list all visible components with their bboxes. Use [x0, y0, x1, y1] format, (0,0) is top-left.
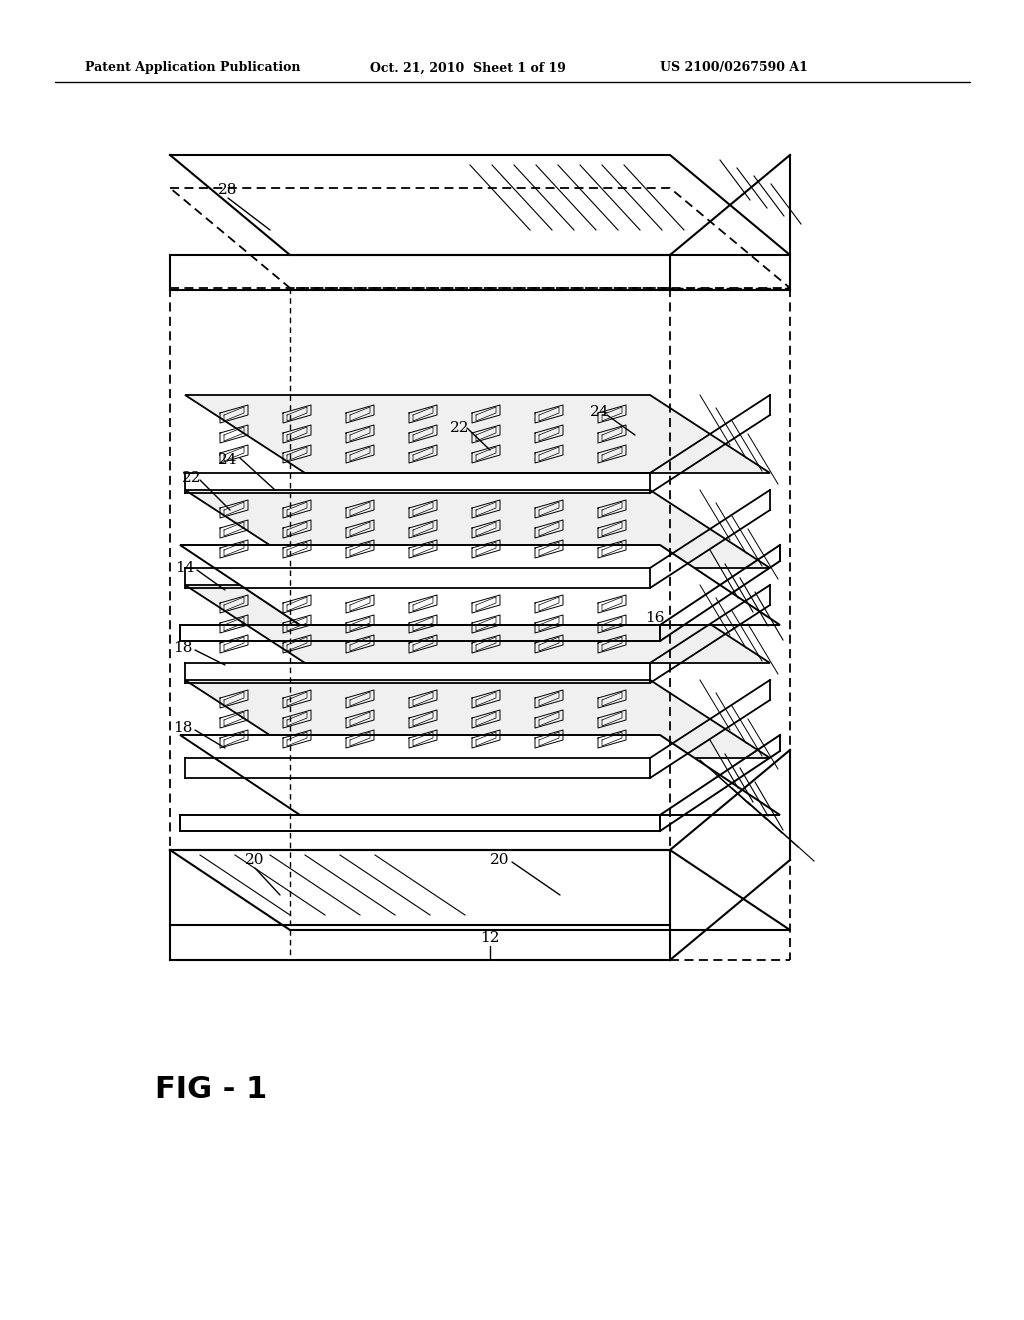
Polygon shape — [185, 585, 770, 663]
Text: 24: 24 — [218, 453, 238, 467]
Text: 28: 28 — [218, 183, 238, 197]
Text: 18: 18 — [173, 721, 193, 735]
Text: Patent Application Publication: Patent Application Publication — [85, 62, 300, 74]
Polygon shape — [180, 735, 780, 814]
Text: 12: 12 — [480, 931, 500, 945]
Text: 20: 20 — [490, 853, 510, 867]
Polygon shape — [185, 395, 770, 473]
Text: 20: 20 — [246, 853, 265, 867]
Text: 24: 24 — [590, 405, 609, 418]
Text: US 2100/0267590 A1: US 2100/0267590 A1 — [660, 62, 808, 74]
Text: 22: 22 — [182, 471, 202, 484]
Text: Oct. 21, 2010  Sheet 1 of 19: Oct. 21, 2010 Sheet 1 of 19 — [370, 62, 566, 74]
Polygon shape — [180, 545, 780, 624]
Polygon shape — [185, 680, 770, 758]
Polygon shape — [185, 490, 770, 568]
Text: 14: 14 — [175, 561, 195, 576]
Text: 16: 16 — [645, 611, 665, 624]
Text: FIG - 1: FIG - 1 — [155, 1076, 267, 1105]
Text: 22: 22 — [451, 421, 470, 436]
Text: 18: 18 — [173, 642, 193, 655]
